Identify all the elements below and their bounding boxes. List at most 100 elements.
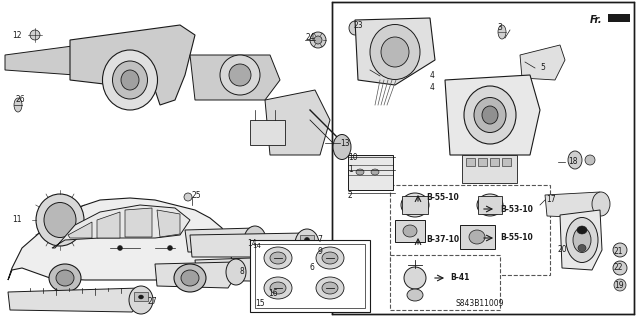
Text: 8: 8 <box>240 268 244 277</box>
Text: Fr.: Fr. <box>590 15 603 25</box>
Ellipse shape <box>573 227 591 253</box>
Ellipse shape <box>566 218 598 263</box>
Ellipse shape <box>270 282 286 294</box>
Text: 16: 16 <box>268 290 278 299</box>
Ellipse shape <box>578 244 586 251</box>
Ellipse shape <box>129 286 153 314</box>
Ellipse shape <box>229 64 251 86</box>
Polygon shape <box>157 210 180 237</box>
Ellipse shape <box>314 36 322 44</box>
Text: 22: 22 <box>614 263 623 272</box>
Ellipse shape <box>220 55 260 95</box>
Ellipse shape <box>138 295 143 299</box>
Text: 2: 2 <box>348 190 353 199</box>
Bar <box>332 2 634 314</box>
Text: 11: 11 <box>12 216 22 225</box>
Ellipse shape <box>322 252 338 264</box>
Polygon shape <box>52 205 190 248</box>
Ellipse shape <box>264 247 292 269</box>
Text: 17: 17 <box>546 196 556 204</box>
Polygon shape <box>608 14 630 22</box>
Polygon shape <box>445 75 540 155</box>
Ellipse shape <box>381 37 409 67</box>
Ellipse shape <box>333 135 351 160</box>
Text: S843B11009: S843B11009 <box>455 299 504 308</box>
Ellipse shape <box>577 226 587 234</box>
Ellipse shape <box>404 267 426 289</box>
Text: 14: 14 <box>247 239 257 248</box>
Polygon shape <box>190 55 280 100</box>
Bar <box>300 235 314 245</box>
Ellipse shape <box>366 23 374 33</box>
Ellipse shape <box>316 247 344 269</box>
Text: 13: 13 <box>340 138 349 147</box>
Text: B-55-10: B-55-10 <box>426 194 459 203</box>
Ellipse shape <box>310 32 326 48</box>
Bar <box>255 244 365 308</box>
Ellipse shape <box>264 277 292 299</box>
Bar <box>402 196 428 214</box>
Ellipse shape <box>370 25 420 79</box>
Polygon shape <box>68 222 92 238</box>
Bar <box>462 155 517 183</box>
Ellipse shape <box>316 277 344 299</box>
Ellipse shape <box>56 270 74 286</box>
Text: 20: 20 <box>557 246 566 255</box>
Text: 15: 15 <box>255 300 264 308</box>
Polygon shape <box>5 45 85 75</box>
Ellipse shape <box>184 193 192 201</box>
Text: 25: 25 <box>192 190 202 199</box>
Bar <box>390 185 550 275</box>
Ellipse shape <box>298 254 320 282</box>
Ellipse shape <box>44 203 76 238</box>
Ellipse shape <box>407 289 423 301</box>
Ellipse shape <box>251 235 259 245</box>
Text: 18: 18 <box>568 158 577 167</box>
Ellipse shape <box>168 246 173 250</box>
Text: 5: 5 <box>540 63 545 72</box>
Bar <box>302 260 316 269</box>
Text: 23: 23 <box>353 20 363 29</box>
Ellipse shape <box>614 279 626 291</box>
Polygon shape <box>155 262 237 288</box>
Bar <box>478 158 487 166</box>
Text: 27: 27 <box>148 298 157 307</box>
Ellipse shape <box>181 270 199 286</box>
Polygon shape <box>520 45 565 80</box>
Ellipse shape <box>295 229 319 259</box>
Text: 6: 6 <box>310 263 315 272</box>
Polygon shape <box>8 198 232 280</box>
Bar <box>395 220 425 242</box>
Ellipse shape <box>592 192 610 216</box>
Text: 24: 24 <box>305 33 315 42</box>
Text: 4: 4 <box>430 84 435 93</box>
Ellipse shape <box>118 246 122 250</box>
Text: 21: 21 <box>614 248 623 256</box>
Ellipse shape <box>401 193 429 217</box>
Ellipse shape <box>102 50 157 110</box>
Bar <box>390 255 500 310</box>
Ellipse shape <box>270 252 286 264</box>
Polygon shape <box>195 256 309 282</box>
Bar <box>134 292 148 301</box>
Text: 19: 19 <box>614 280 623 290</box>
Ellipse shape <box>174 264 206 292</box>
Ellipse shape <box>226 259 246 285</box>
Ellipse shape <box>408 199 422 211</box>
Ellipse shape <box>474 98 506 132</box>
Bar <box>348 155 393 190</box>
Ellipse shape <box>482 106 498 124</box>
Bar <box>250 120 285 145</box>
Text: 9: 9 <box>317 248 322 256</box>
Bar <box>460 225 495 249</box>
Text: 4: 4 <box>430 70 435 79</box>
Ellipse shape <box>305 238 310 242</box>
Ellipse shape <box>14 98 22 112</box>
Polygon shape <box>125 208 152 237</box>
Ellipse shape <box>322 282 338 294</box>
Ellipse shape <box>585 155 595 165</box>
Ellipse shape <box>568 151 582 169</box>
Bar <box>502 158 511 166</box>
Text: 3: 3 <box>497 24 502 33</box>
Text: B-53-10: B-53-10 <box>500 204 533 213</box>
